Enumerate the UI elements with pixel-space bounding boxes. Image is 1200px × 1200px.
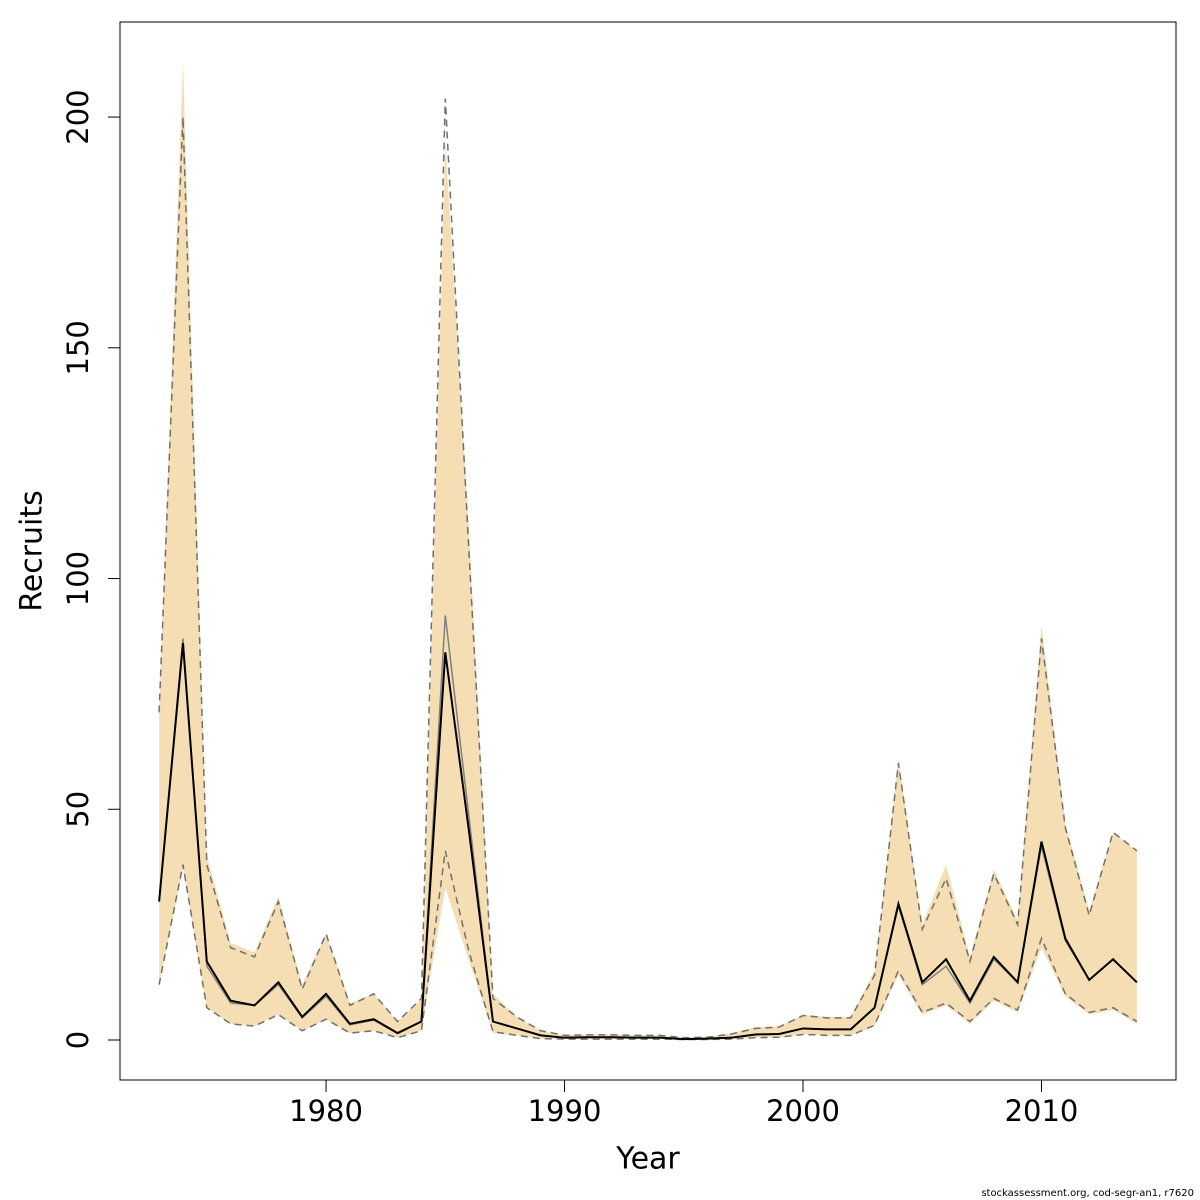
y-tick-label: 150 [61,320,95,375]
x-tick-label: 2010 [1005,1094,1079,1128]
estimate-line [158,643,1138,1041]
bound-line [158,98,1138,1039]
x-tick-label: 1990 [528,1094,602,1128]
y-tick-label: 0 [61,1031,95,1049]
y-tick-label: 200 [61,89,95,144]
y-axis-label: Recruits [15,490,50,612]
x-tick-label: 1980 [289,1094,363,1128]
bound-line [158,850,1138,1041]
y-tick-label: 50 [61,791,95,828]
y-tick-label: 100 [61,551,95,606]
x-axis-label: Year [615,1142,680,1177]
confidence-band [159,61,1137,1040]
x-tick-label: 2000 [766,1094,840,1128]
footnote: stockassessment.org, cod-segr-an1, r7620 [981,1188,1194,1199]
